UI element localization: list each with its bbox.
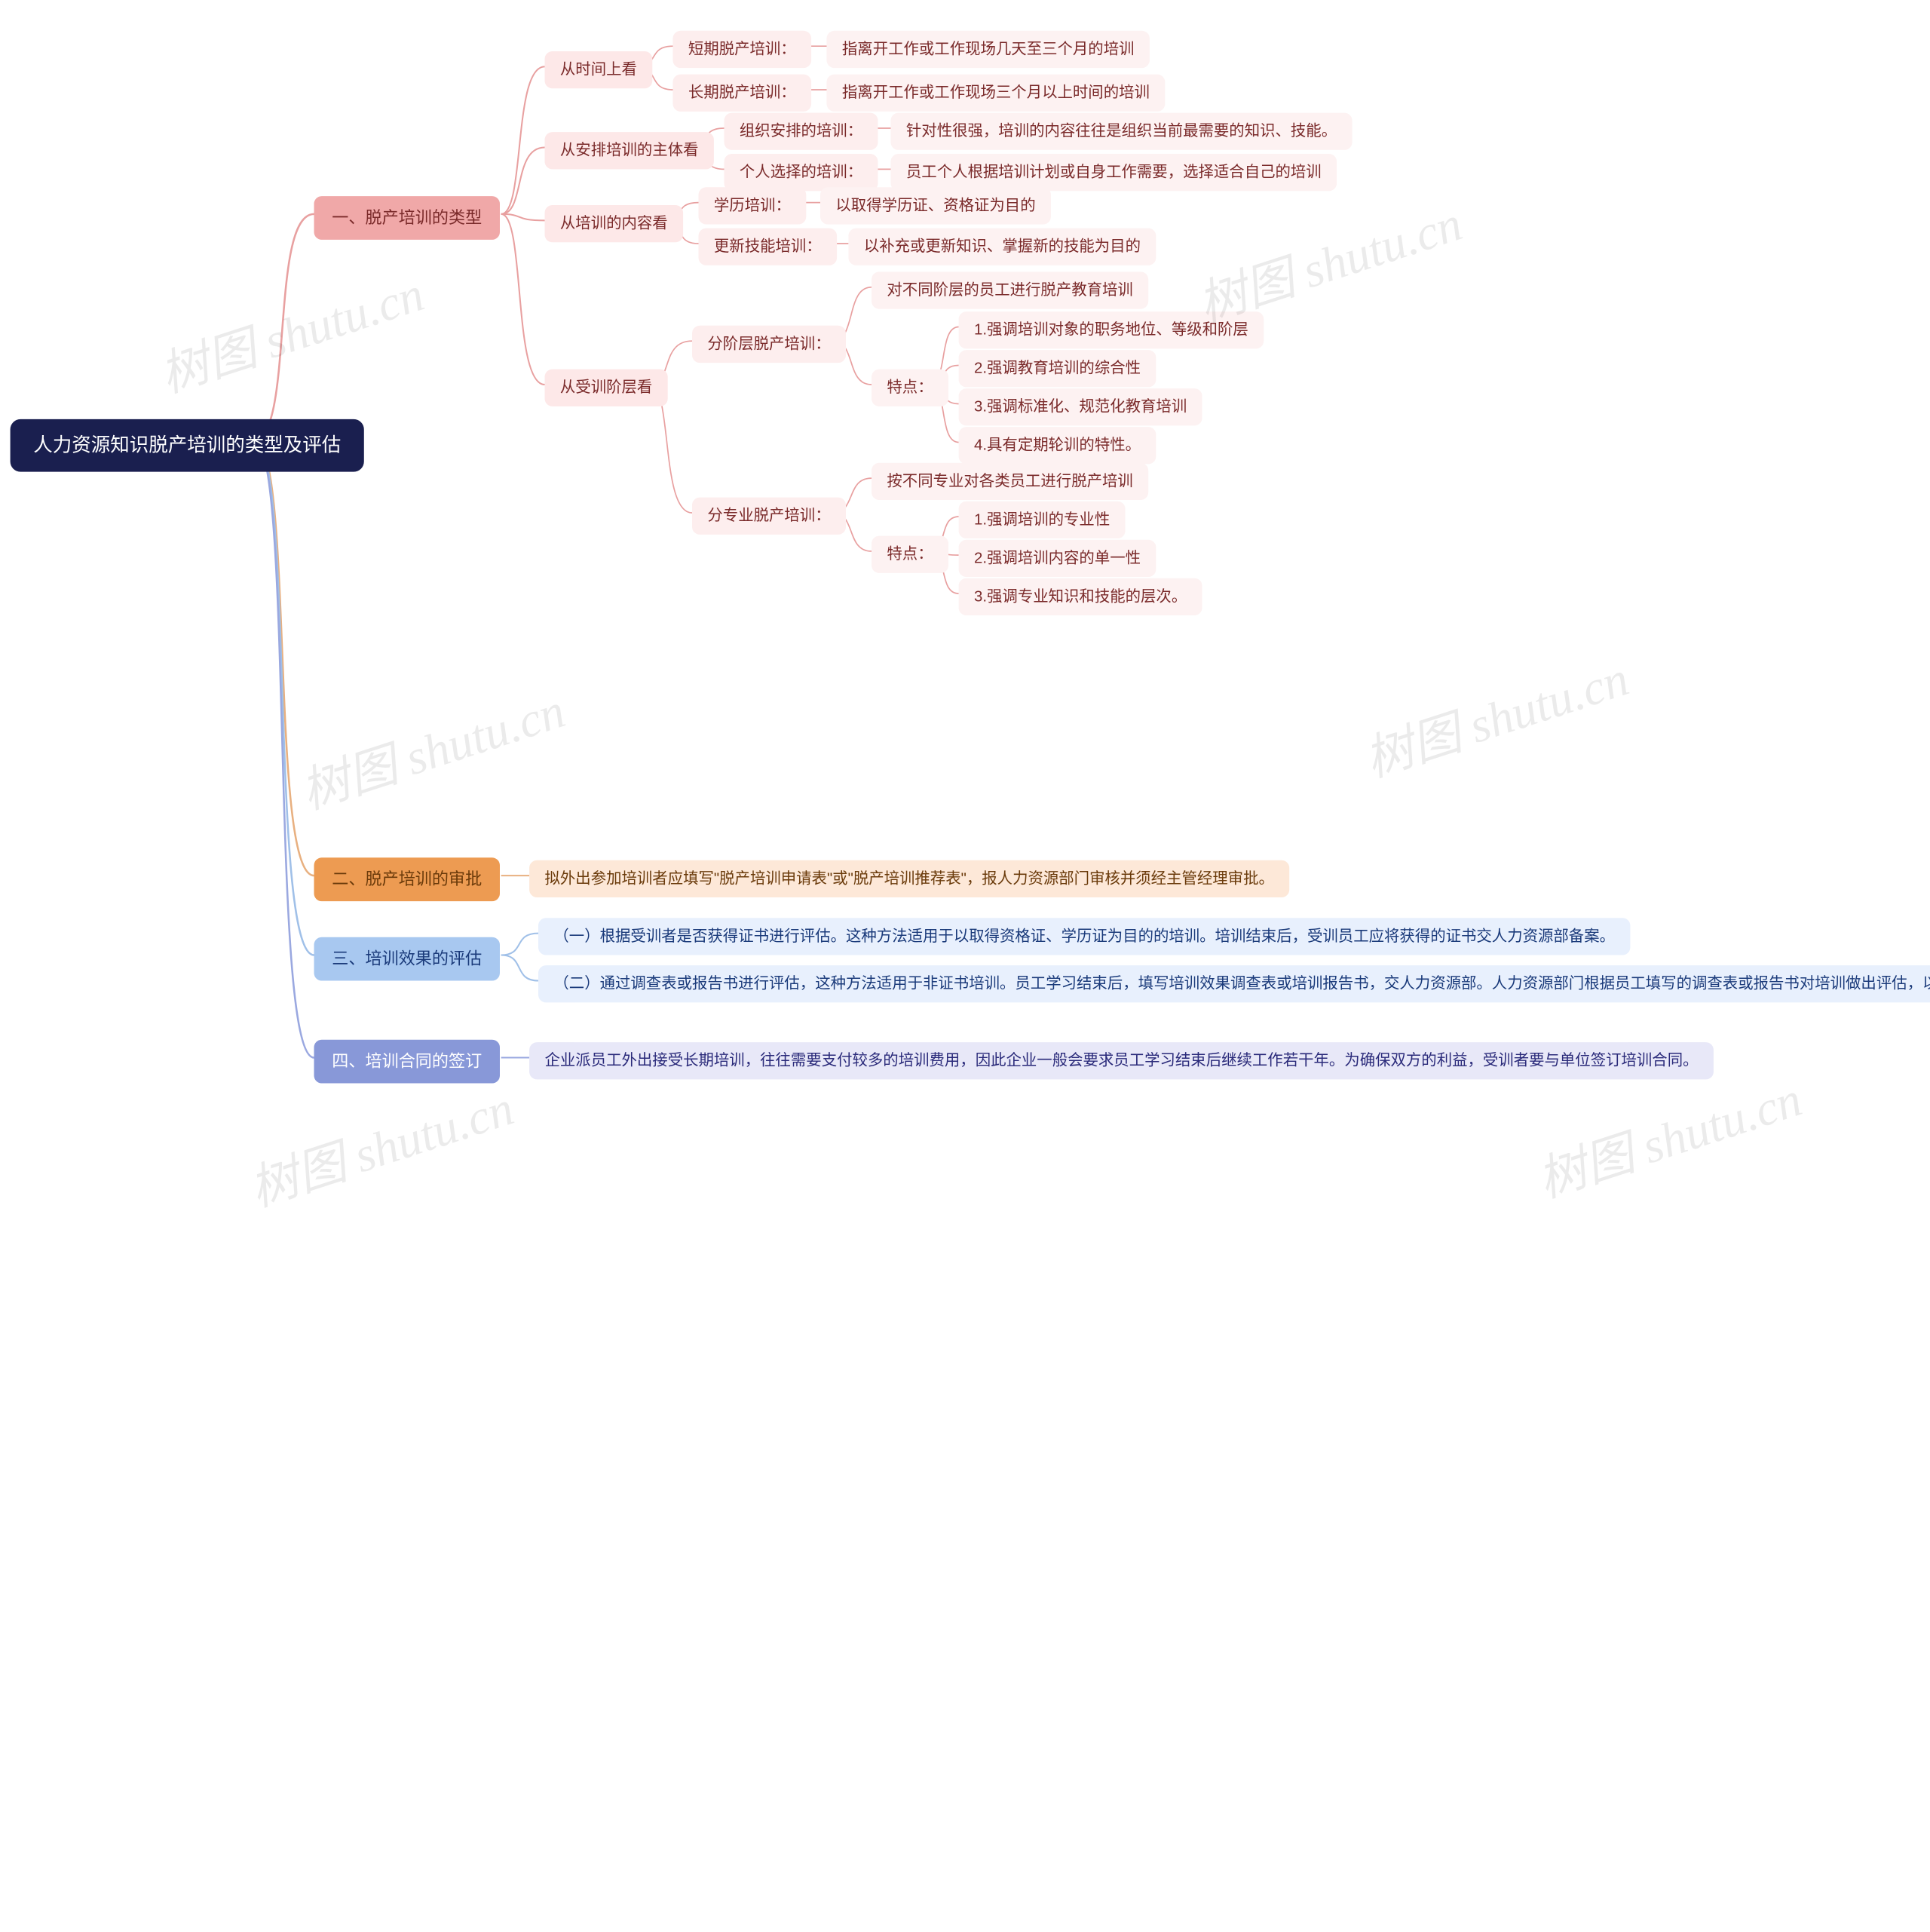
leaf-self-selected: 个人选择的培训： — [725, 154, 878, 191]
leaf-short-term-desc: 指离开工作或工作现场几天至三个月的培训 — [827, 31, 1150, 68]
leaf-eval-2: （二）通过调查表或报告书进行评估，这种方法适用于非证书培训。员工学习结束后，填写… — [538, 965, 1930, 1002]
watermark: 树图 shutu.cn — [1354, 639, 1636, 790]
leaf-by-level-desc: 对不同阶层的员工进行脱产教育培训 — [872, 271, 1148, 308]
sub-node-level: 从受训阶层看 — [545, 370, 668, 406]
leaf-approval-desc: 拟外出参加培训者应填写"脱产培训申请表"或"脱产培训推荐表"，报人力资源部门审核… — [529, 860, 1289, 897]
root-node: 人力资源知识脱产培训的类型及评估 — [11, 419, 364, 472]
branch-node-2: 二、脱产培训的审批 — [314, 857, 501, 901]
sub-node-content: 从培训的内容看 — [545, 205, 684, 242]
branch-node-1: 一、脱产培训的类型 — [314, 196, 501, 240]
leaf-long-term-desc: 指离开工作或工作现场三个月以上时间的培训 — [827, 75, 1166, 112]
leaf-feature-b1: 1.强调培训的专业性 — [959, 501, 1126, 538]
watermark: 树图 shutu.cn — [290, 671, 572, 823]
branch-node-4: 四、培训合同的签订 — [314, 1040, 501, 1084]
leaf-long-term: 长期脱产培训： — [673, 75, 812, 112]
leaf-feature-a4: 4.具有定期轮训的特性。 — [959, 427, 1156, 464]
leaf-eval-1: （一）根据受训者是否获得证书进行评估。这种方法适用于以取得资格证、学历证为目的的… — [538, 918, 1630, 955]
watermark: 树图 shutu.cn — [239, 1069, 521, 1220]
leaf-feature-b3: 3.强调专业知识和技能的层次。 — [959, 578, 1202, 615]
watermark: 树图 shutu.cn — [149, 254, 431, 406]
leaf-by-major-desc: 按不同专业对各类员工进行脱产培训 — [872, 463, 1148, 500]
leaf-feature-b2: 2.强调培训内容的单一性 — [959, 540, 1156, 577]
leaf-feature-a3: 3.强调标准化、规范化教育培训 — [959, 388, 1202, 425]
leaf-contract-desc: 企业派员工外出接受长期培训，往往需要支付较多的培训费用，因此企业一般会要求员工学… — [529, 1042, 1714, 1079]
leaf-feature-a1: 1.强调培训对象的职务地位、等级和阶层 — [959, 311, 1264, 348]
leaf-skill-update: 更新技能培训： — [699, 228, 838, 265]
leaf-features-a: 特点： — [872, 370, 948, 406]
leaf-short-term: 短期脱产培训： — [673, 31, 812, 68]
branch-node-3: 三、培训效果的评估 — [314, 937, 501, 981]
mindmap-canvas: 人力资源知识脱产培训的类型及评估 一、脱产培训的类型 从时间上看 短期脱产培训：… — [0, 0, 1930, 1932]
leaf-feature-a2: 2.强调教育培训的综合性 — [959, 350, 1156, 387]
watermark: 树图 shutu.cn — [1527, 1060, 1809, 1211]
sub-node-subject: 从安排培训的主体看 — [545, 132, 714, 169]
leaf-self-selected-desc: 员工个人根据培训计划或自身工作需要，选择适合自己的培训 — [891, 154, 1337, 191]
sub-node-time: 从时间上看 — [545, 51, 653, 88]
leaf-org-arranged-desc: 针对性很强，培训的内容往往是组织当前最需要的知识、技能。 — [891, 113, 1353, 150]
leaf-org-arranged: 组织安排的培训： — [725, 113, 878, 150]
leaf-by-major: 分专业脱产培训： — [692, 498, 846, 535]
leaf-features-b: 特点： — [872, 536, 948, 573]
leaf-by-level: 分阶层脱产培训： — [692, 326, 846, 363]
leaf-skill-update-desc: 以补充或更新知识、掌握新的技能为目的 — [848, 228, 1156, 265]
leaf-degree-desc: 以取得学历证、资格证为目的 — [820, 187, 1051, 224]
leaf-degree: 学历培训： — [699, 187, 807, 224]
